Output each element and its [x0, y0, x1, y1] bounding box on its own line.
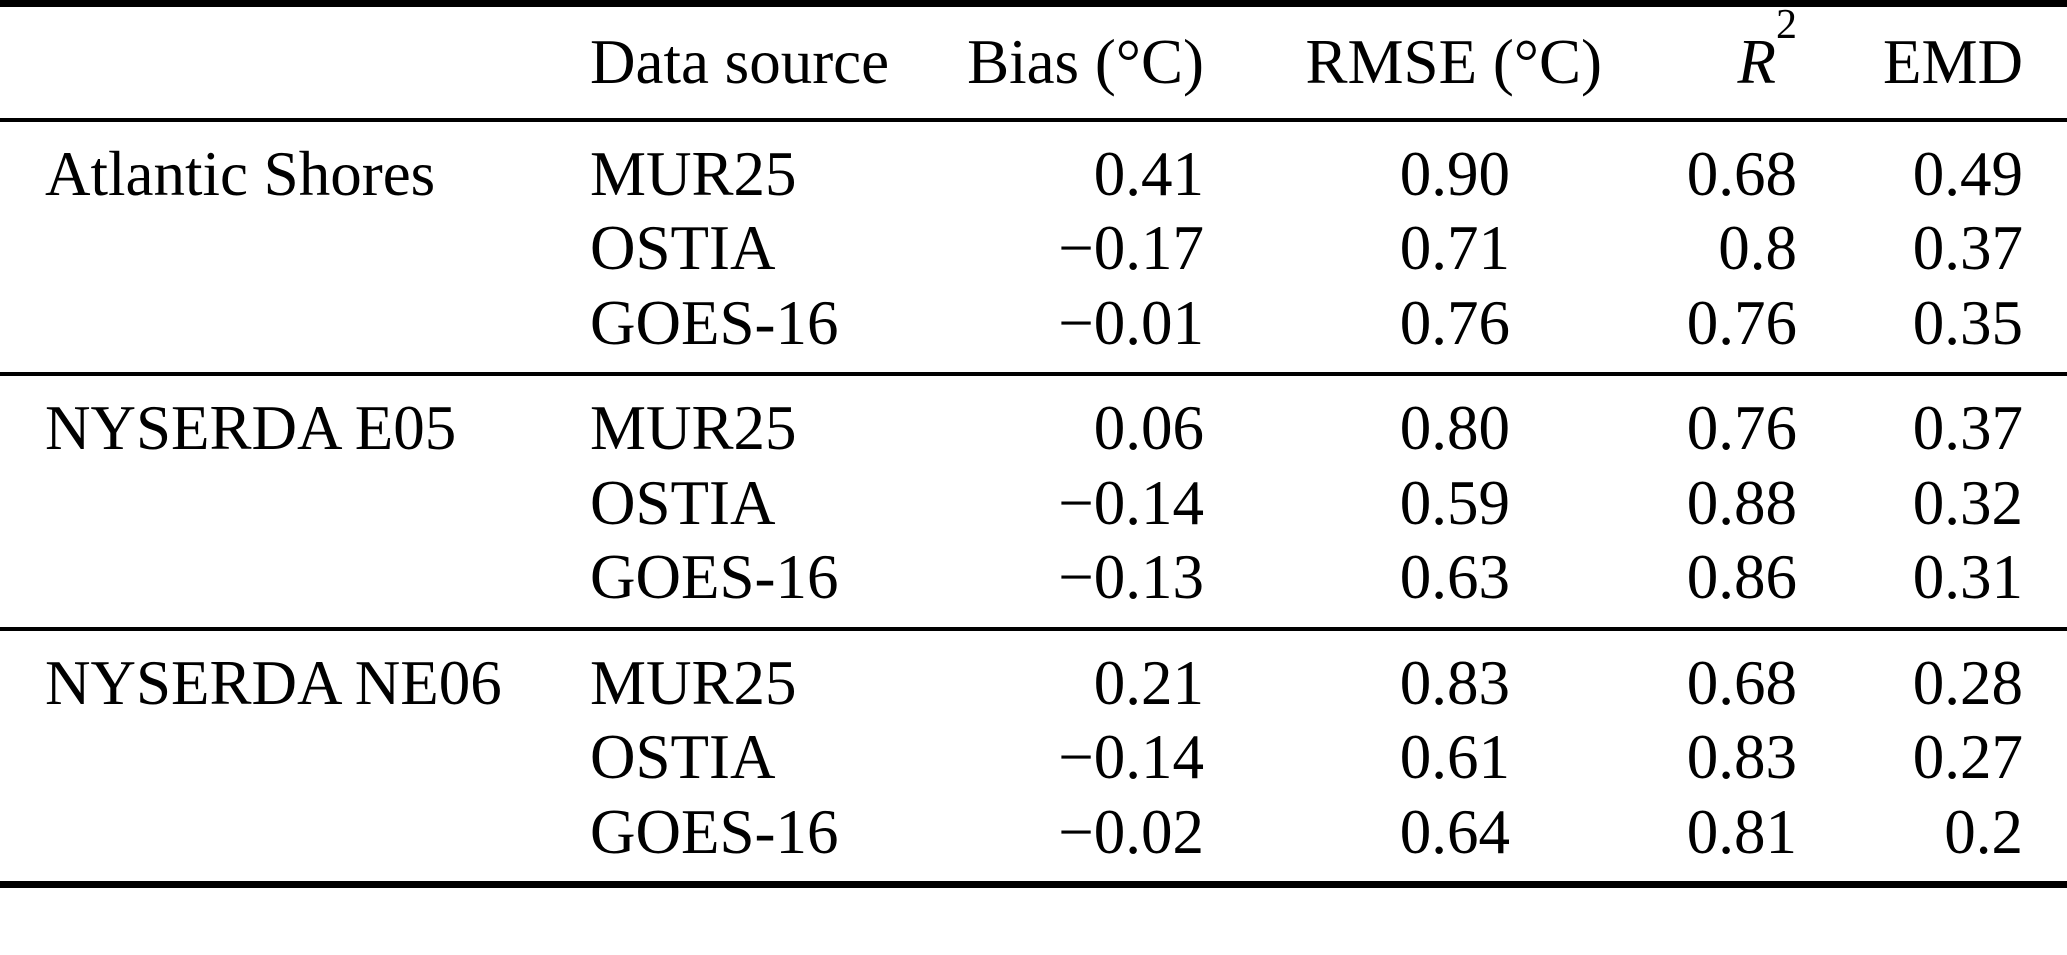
cell-source: OSTIA — [590, 722, 776, 793]
table-header: Data source Bias (°C) RMSE (°C) R2 EMD — [0, 4, 2067, 120]
cell-r2: 0.68 — [1686, 647, 1797, 718]
cell-source: OSTIA — [590, 467, 776, 538]
cell-site-empty — [0, 209, 550, 289]
cell-bias: −0.17 — [1058, 213, 1204, 284]
cell-bias: −0.02 — [1058, 796, 1204, 867]
cell-site: NYSERDA NE06 — [45, 647, 502, 718]
table-row: GOES-16 −0.02 0.64 0.81 0.2 — [0, 796, 2067, 885]
r-squared-exponent: 2 — [1776, 1, 1797, 48]
table-row: Atlantic Shores MUR25 0.41 0.90 0.68 0.4… — [0, 120, 2067, 209]
cell-source: MUR25 — [590, 393, 797, 464]
cell-source: GOES-16 — [590, 796, 839, 867]
cell-r2: 0.83 — [1686, 722, 1797, 793]
cell-site-empty — [0, 289, 550, 374]
cell-r2: 0.88 — [1686, 467, 1797, 538]
cell-emd: 0.32 — [1912, 467, 2023, 538]
group-nyserda-e05: NYSERDA E05 MUR25 0.06 0.80 0.76 0.37 OS… — [0, 374, 2067, 629]
header-rmse: RMSE (°C) — [1305, 26, 1602, 97]
cell-r2: 0.81 — [1686, 796, 1797, 867]
cell-source: GOES-16 — [590, 542, 839, 613]
cell-site: Atlantic Shores — [45, 138, 436, 209]
cell-site-empty — [0, 718, 550, 798]
cell-emd: 0.31 — [1912, 542, 2023, 613]
cell-emd: 0.37 — [1912, 393, 2023, 464]
header-r-squared: R2 — [1610, 4, 1805, 120]
cell-source: MUR25 — [590, 138, 797, 209]
cell-site-empty — [0, 543, 550, 628]
cell-r2: 0.76 — [1686, 393, 1797, 464]
cell-site-empty — [0, 798, 550, 885]
cell-r2: 0.68 — [1686, 138, 1797, 209]
group-atlantic-shores: Atlantic Shores MUR25 0.41 0.90 0.68 0.4… — [0, 120, 2067, 375]
cell-rmse: 0.76 — [1399, 287, 1510, 358]
cell-emd: 0.37 — [1912, 213, 2023, 284]
cell-bias: −0.14 — [1058, 722, 1204, 793]
cell-emd: 0.27 — [1912, 722, 2023, 793]
cell-bias: −0.14 — [1058, 467, 1204, 538]
cell-rmse: 0.83 — [1399, 647, 1510, 718]
cell-rmse: 0.71 — [1399, 213, 1510, 284]
cell-r2: 0.76 — [1686, 287, 1797, 358]
header-bias: Bias (°C) — [967, 26, 1204, 97]
cell-site: NYSERDA E05 — [45, 393, 457, 464]
r-squared-symbol: R — [1737, 26, 1776, 97]
cell-rmse: 0.64 — [1399, 796, 1510, 867]
cell-emd: 0.28 — [1912, 647, 2023, 718]
cell-site-empty — [0, 463, 550, 543]
cell-source: GOES-16 — [590, 287, 839, 358]
cell-r2: 0.8 — [1718, 213, 1797, 284]
header-site — [0, 4, 550, 120]
table-row: GOES-16 −0.01 0.76 0.76 0.35 — [0, 287, 2067, 374]
cell-emd: 0.35 — [1912, 287, 2023, 358]
header-emd: EMD — [1883, 26, 2023, 97]
group-nyserda-ne06: NYSERDA NE06 MUR25 0.21 0.83 0.68 0.28 O… — [0, 629, 2067, 885]
cell-rmse: 0.61 — [1399, 722, 1510, 793]
cell-bias: 0.41 — [1093, 138, 1204, 209]
cell-emd: 0.49 — [1912, 138, 2023, 209]
cell-rmse: 0.80 — [1399, 393, 1510, 464]
cell-bias: 0.21 — [1093, 647, 1204, 718]
table-row: OSTIA −0.14 0.61 0.83 0.27 — [0, 718, 2067, 798]
cell-rmse: 0.59 — [1399, 467, 1510, 538]
table-row: NYSERDA NE06 MUR25 0.21 0.83 0.68 0.28 — [0, 629, 2067, 718]
cell-bias: 0.06 — [1093, 393, 1204, 464]
table-row: NYSERDA E05 MUR25 0.06 0.80 0.76 0.37 — [0, 374, 2067, 463]
header-row: Data source Bias (°C) RMSE (°C) R2 EMD — [0, 4, 2067, 120]
cell-rmse: 0.63 — [1399, 542, 1510, 613]
table-row: OSTIA −0.14 0.59 0.88 0.32 — [0, 463, 2067, 543]
cell-source: MUR25 — [590, 647, 797, 718]
table-row: OSTIA −0.17 0.71 0.8 0.37 — [0, 209, 2067, 289]
cell-emd: 0.2 — [1944, 796, 2023, 867]
cell-source: OSTIA — [590, 213, 776, 284]
cell-r2: 0.86 — [1686, 542, 1797, 613]
cell-rmse: 0.90 — [1399, 138, 1510, 209]
header-data-source: Data source — [590, 26, 890, 97]
cell-bias: −0.01 — [1058, 287, 1204, 358]
cell-bias: −0.13 — [1058, 542, 1204, 613]
table-row: GOES-16 −0.13 0.63 0.86 0.31 — [0, 543, 2067, 628]
sst-validation-metrics-table: Data source Bias (°C) RMSE (°C) R2 EMD A… — [0, 0, 2067, 889]
